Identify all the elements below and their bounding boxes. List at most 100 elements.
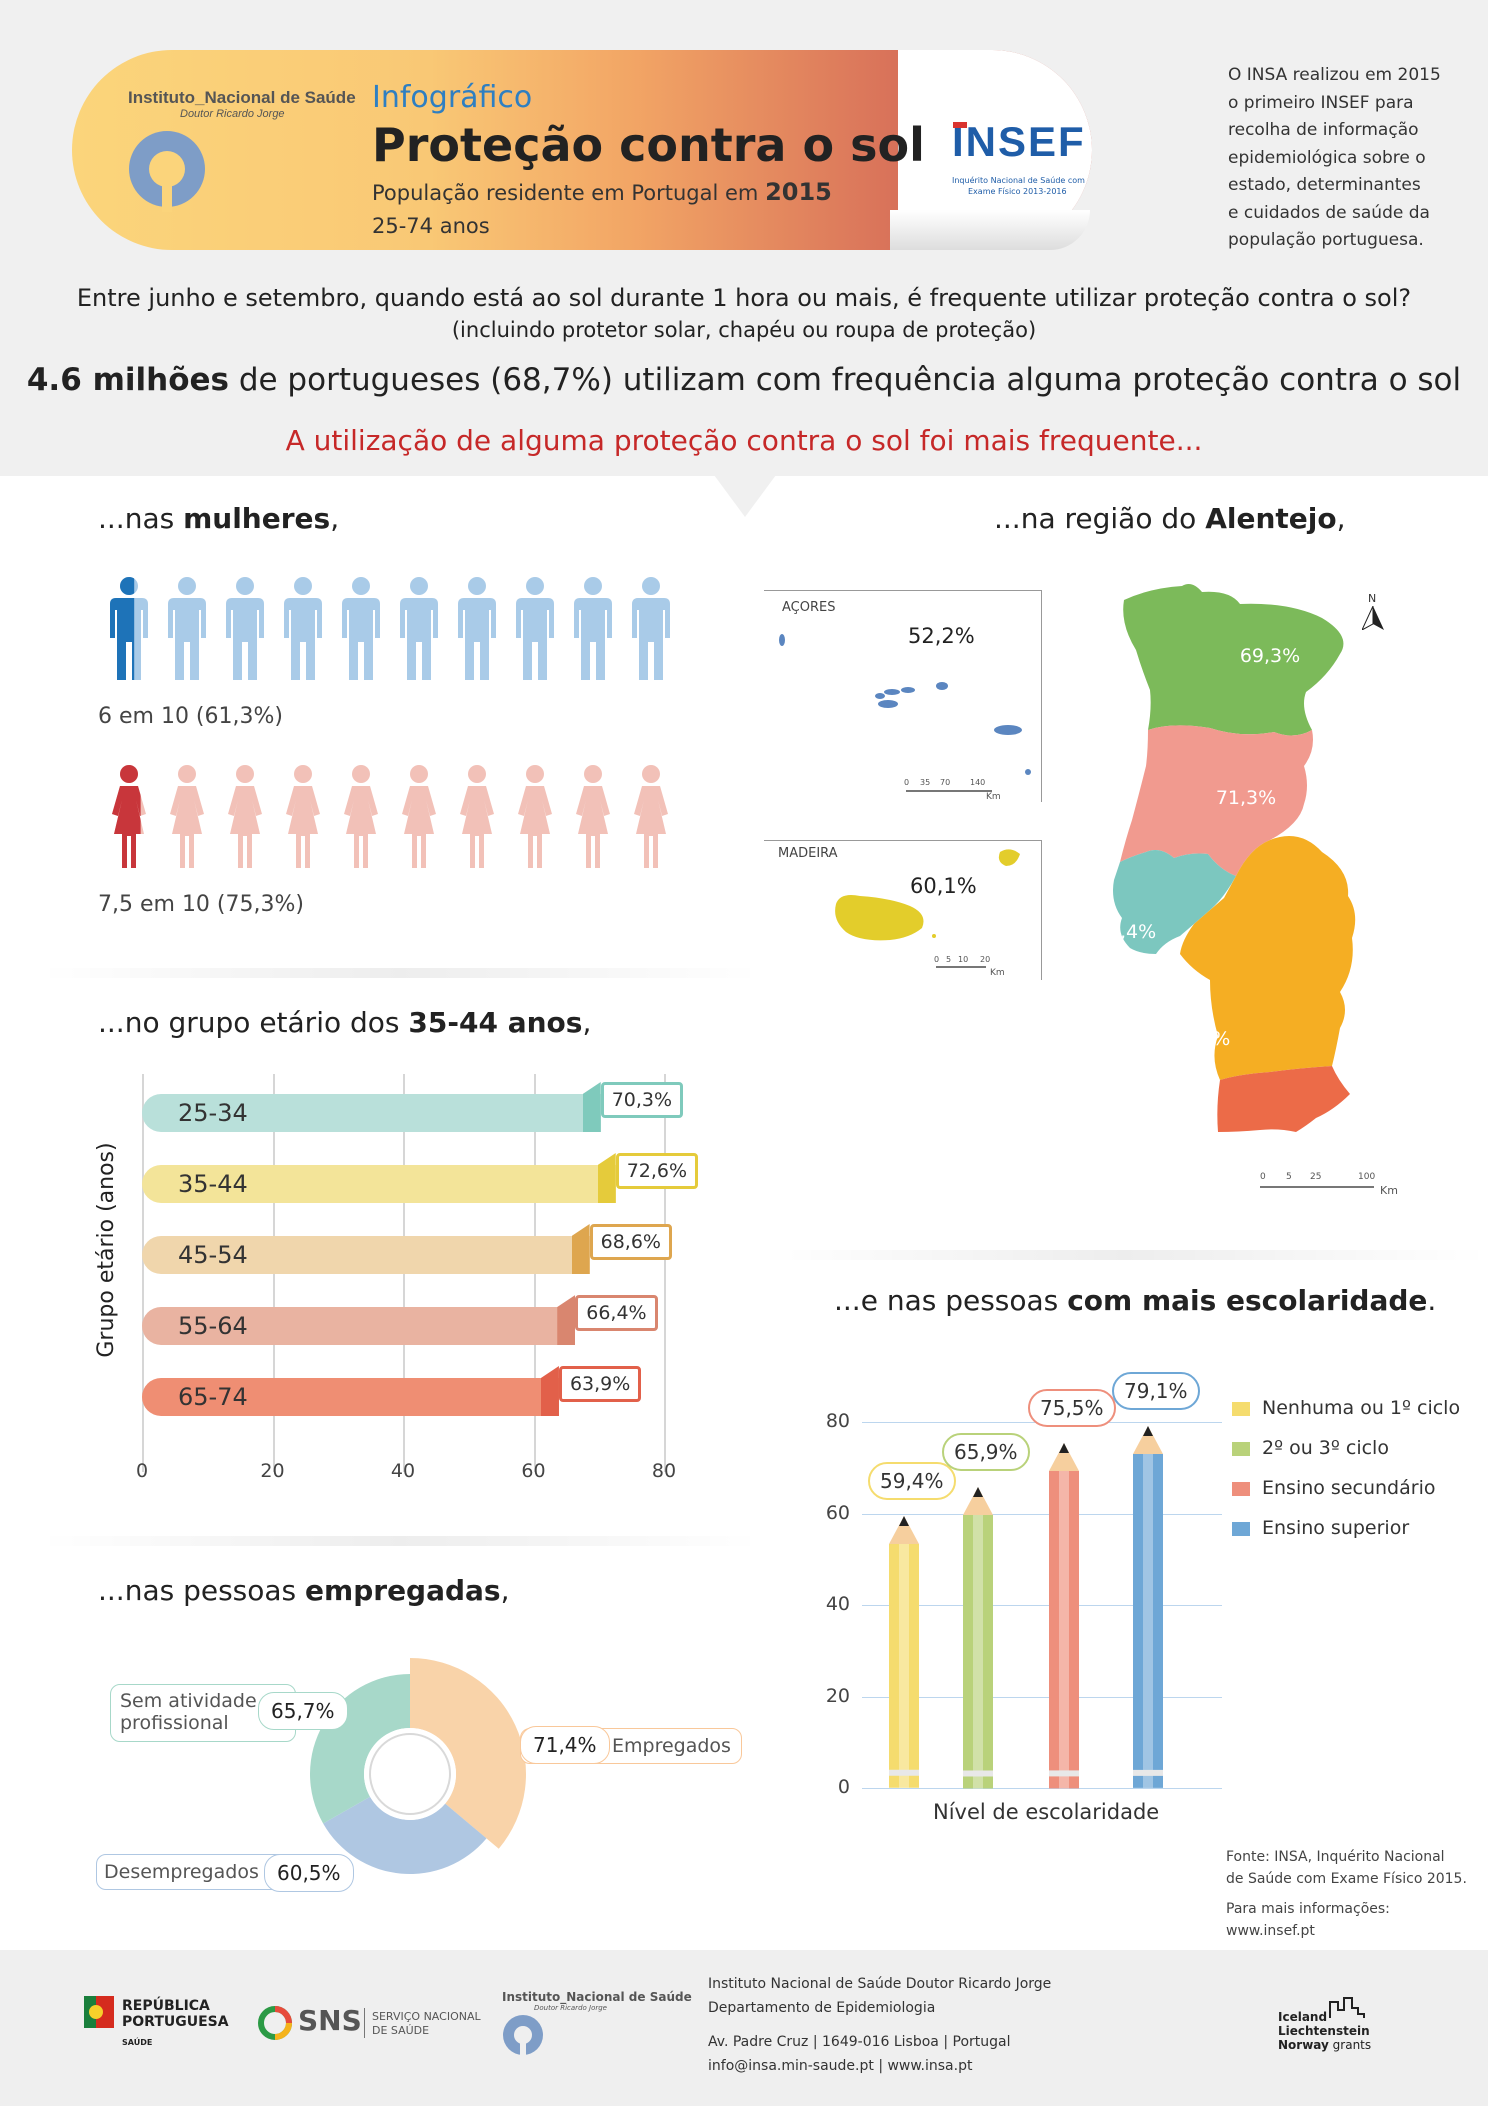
inactive-name: Sem atividade profissional [120,1690,257,1734]
age-gridline [664,1074,666,1472]
woman-figure [576,765,610,868]
azores-value: 52,2% [908,624,975,648]
azores-label: AÇORES [782,600,836,615]
edu-value-label: 79,1% [1112,1372,1200,1411]
madeira-scale-3: 20 [980,955,991,964]
institute-name: Instituto_Nacional de Saúde [128,88,356,107]
age-category-label: 55-64 [178,1312,248,1340]
footer-institute-2: Doutor Ricardo Jorge [534,2004,607,2012]
edu-gridline [862,1788,1222,1789]
north-arrow-icon [1362,606,1384,630]
footer-address-3: Av. Padre Cruz | 1649-016 Lisboa | Portu… [708,2034,1011,2050]
edu-pencil [963,1486,993,1788]
donut-center-ring [364,1728,456,1820]
employed-name: Empregados [612,1735,731,1757]
edu-pencil [1049,1442,1079,1788]
man-figure [284,577,322,680]
madeira-inset [764,840,1042,980]
age-value-label: 68,6% [589,1224,672,1260]
legend-label-3: Ensino secundário [1262,1477,1436,1499]
woman-figure [170,765,204,868]
pointer-arrow-icon [714,475,776,517]
age-category-label: 35-44 [178,1170,248,1198]
age-value-label: 72,6% [615,1153,699,1189]
footer-address-1: Instituto Nacional de Saúde Doutor Ricar… [708,1976,1052,1992]
education-xlabel: Nível de escolaridade [933,1800,1160,1824]
republica-1: REPÚBLICA [122,1998,210,2014]
main-scale-0: 0 [1260,1172,1266,1182]
education-title: ...e nas pessoas com mais escolaridade. [834,1284,1437,1317]
age-chart: 0 20 40 60 80 25-34 70,3% 35-44 72,6% 45-54 68,6% 5… [136,1074,700,1482]
edu-tick-label: 40 [825,1593,850,1615]
azores-scale-2: 70 [940,778,951,787]
value-norte: 69,3% [1240,645,1300,667]
azores-scale [906,790,992,792]
unemployed-name: Desempregados [104,1861,259,1883]
madeira-scale-2: 10 [958,955,969,964]
woman-figure [286,765,320,868]
madeira-scale-1: 5 [946,955,952,964]
value-alentejo-label: 73,0% [1170,1028,1231,1050]
edu-gridline [862,1605,1222,1606]
man-figure [574,577,612,680]
edu-pencil [889,1516,919,1788]
age-tick-label: 60 [521,1460,546,1482]
edu-tick-label: 20 [825,1684,850,1707]
edu-value-label: 65,9% [942,1432,1030,1471]
man-figure [226,577,264,680]
age-bar-tab [557,1295,576,1345]
age-category-label: 25-34 [178,1099,248,1127]
insef-sub2: Exame Físico 2013-2016 [968,187,1067,196]
donut-center [369,1733,451,1815]
main-scale-2: 25 [1310,1172,1322,1182]
madeira-km: Km [990,968,1005,978]
question: Entre junho e setembro, quando está ao s… [76,284,1412,312]
legend-swatch-3 [1232,1482,1250,1496]
man-figure [632,577,670,680]
divider [40,968,760,978]
woman-figure [634,765,668,868]
woman-figure [402,765,436,868]
employed-value: 71,4% [520,1726,610,1764]
azores-inset [764,590,1042,802]
kicker: Infográfico [372,80,533,115]
man-figure [400,577,438,680]
grants-logo-icon [1329,1997,1365,2018]
institute-subname: Doutor Ricardo Jorge [180,108,285,120]
age-bar [142,1094,601,1132]
republica-3: SAÚDE [122,2038,153,2047]
region-lisboa [1113,850,1236,954]
age-tick-label: 0 [135,1460,149,1482]
main-scale-3: 100 [1358,1172,1376,1182]
age-bar-tab [540,1366,559,1416]
gender-title: ...nas mulheres, [98,502,340,535]
main-scale [1260,1186,1374,1188]
azores-km: Km [986,792,1001,802]
footer-institute-1: Instituto_Nacional de Saúde [502,1990,692,2004]
men-pictogram [106,576,686,686]
edu-value-label: 75,5% [1028,1388,1116,1427]
age-bar [142,1165,616,1203]
republica-2: PORTUGUESA [122,2014,229,2030]
footer-institute-logo-icon [503,2015,543,2058]
woman-figure [460,765,494,868]
age-bar [142,1307,576,1345]
employment-donut [310,1658,526,1874]
age-bar-tab [571,1224,590,1274]
woman-figure [518,765,552,868]
madeira-scale [936,966,986,968]
edu-gridline [862,1696,1222,1698]
insef-dot-icon [953,122,967,128]
age-bar-tab [597,1153,616,1203]
source-note: Fonte: INSA, Inquérito Nacional de Saúde … [1226,1849,1467,1939]
question-note: (incluindo protetor solar, chapéu ou rou… [451,318,1037,342]
institute-logo-icon [129,131,205,212]
grants-2: Liechtenstein [1278,2024,1370,2038]
insef-sub1: Inquérito Nacional de Saúde com [952,176,1085,185]
madeira-map [835,849,1020,941]
age-value-label: 66,4% [575,1295,658,1331]
value-centro: 71,3% [1216,787,1276,809]
woman-figure [344,765,378,868]
legend-swatch-4 [1232,1522,1250,1536]
unemployed-value: 60,5% [264,1854,354,1892]
